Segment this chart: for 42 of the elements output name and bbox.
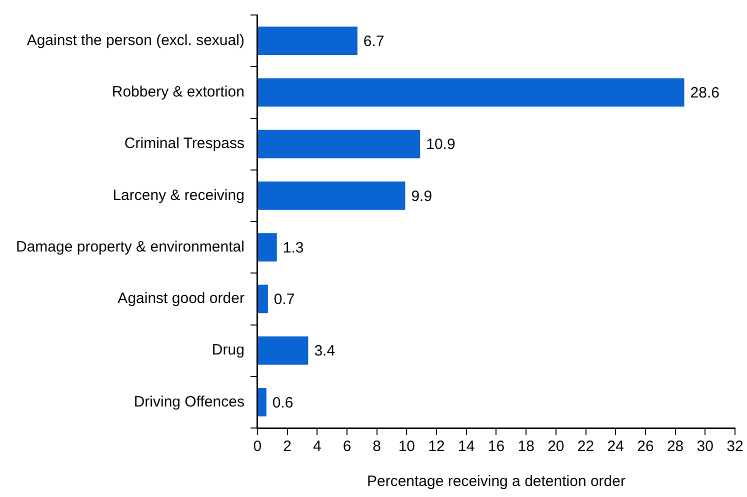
y-tick-label: Against the person (excl. sexual) [26, 32, 244, 49]
data-label: 1.3 [282, 239, 304, 256]
x-tick-label: 12 [428, 438, 445, 456]
y-tick-label: Drug [212, 342, 244, 359]
data-label: 3.4 [314, 342, 336, 360]
data-label: 28.6 [690, 84, 720, 102]
data-label: 0.7 [274, 291, 295, 308]
bar [258, 233, 277, 262]
data-label: 6.7 [363, 32, 384, 50]
x-tick-label: 6 [342, 438, 352, 456]
x-axis-title: Percentage receiving a detention order [366, 473, 626, 490]
x-tick-label: 4 [312, 438, 322, 456]
x-tick-label: 0 [253, 438, 262, 456]
y-tick-label: Criminal Trespass [124, 135, 244, 152]
y-tick-label: Robbery & extortion [112, 84, 244, 101]
bar [258, 181, 406, 210]
x-tick-label: 2 [283, 438, 292, 456]
y-tick-label: Damage property & environmental [16, 238, 244, 256]
x-tick-label: 14 [458, 438, 475, 456]
x-tick-label: 28 [666, 438, 684, 456]
x-tick-label: 26 [637, 438, 654, 456]
y-tick-label: Driving Offences [134, 393, 244, 410]
x-tick-label: 8 [372, 438, 382, 456]
bar [258, 336, 308, 365]
y-tick-label: Larceny & receiving [112, 186, 244, 204]
x-tick-label: 30 [696, 438, 714, 456]
x-tick-label: 24 [607, 438, 624, 456]
x-tick-label: 22 [577, 438, 594, 456]
bar [258, 26, 358, 56]
bar [258, 130, 420, 158]
x-tick-label: 32 [726, 438, 744, 456]
bar [258, 388, 266, 416]
x-tick-label: 10 [398, 438, 416, 456]
data-label: 0.6 [272, 394, 294, 412]
x-tick-label: 16 [488, 438, 505, 456]
x-tick-label: 18 [518, 438, 534, 456]
data-label: 10.9 [426, 136, 456, 154]
bar [258, 284, 268, 314]
bar [258, 78, 684, 107]
x-tick-label: 20 [548, 438, 564, 456]
data-label: 9.9 [411, 188, 432, 205]
y-tick-label: Against good order [118, 290, 244, 308]
